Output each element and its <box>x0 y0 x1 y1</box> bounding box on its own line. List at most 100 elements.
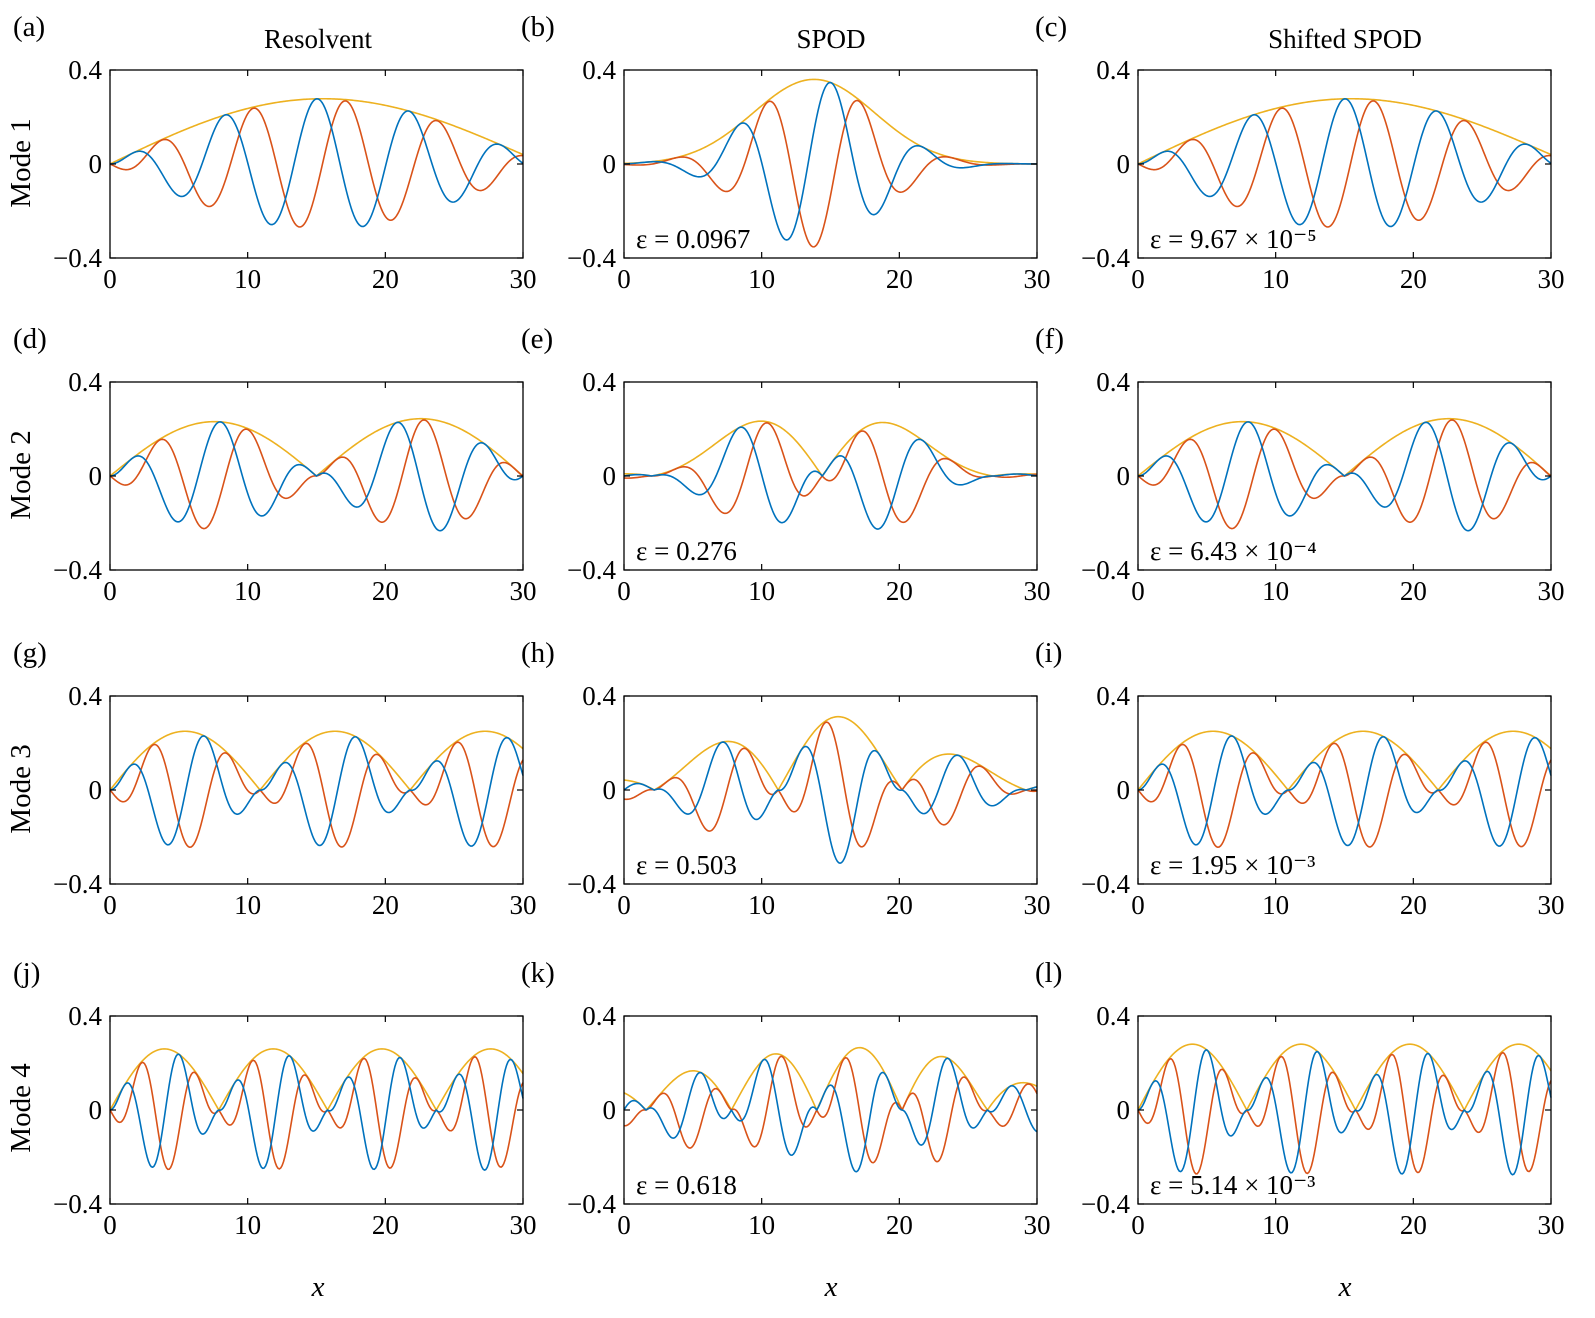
panel-label: (g) <box>13 637 47 669</box>
panel-label: (l) <box>1035 957 1062 989</box>
x-tick-label: 20 <box>1400 264 1427 294</box>
x-tick-label: 0 <box>103 576 117 606</box>
error-annotation: ε = 0.0967 <box>636 224 750 254</box>
y-tick-label: −0.4 <box>567 869 616 899</box>
y-tick-label: 0.4 <box>1096 55 1130 85</box>
series-imag <box>1137 100 1552 228</box>
x-tick-label: 0 <box>1131 264 1145 294</box>
panel-l: 0 10 20 300.40−0.4(l)ε = 5.14 × 10⁻³ <box>1035 957 1565 1240</box>
error-annotation: ε = 0.503 <box>636 850 737 880</box>
series-imag <box>109 1055 524 1171</box>
y-tick-label: 0 <box>89 149 103 179</box>
column-title-spod: SPOD <box>796 24 865 54</box>
y-tick-label: 0 <box>603 461 617 491</box>
y-tick-label: −0.4 <box>1081 1189 1130 1219</box>
series-imag <box>623 422 1038 524</box>
series-real <box>623 1057 1038 1173</box>
series-real <box>623 81 1038 241</box>
series-real <box>109 421 524 532</box>
series-real <box>623 426 1038 530</box>
series-imag <box>1137 1051 1552 1175</box>
y-tick-label: 0.4 <box>68 681 102 711</box>
x-tick-label: 20 <box>886 576 913 606</box>
y-tick-label: −0.4 <box>53 243 102 273</box>
y-tick-label: 0 <box>603 1095 617 1125</box>
x-tick-label: 10 <box>234 890 261 920</box>
x-tick-label: 30 <box>1538 576 1565 606</box>
series-magnitude <box>1137 417 1552 477</box>
y-tick-label: −0.4 <box>1081 869 1130 899</box>
error-annotation: ε = 0.618 <box>636 1170 737 1200</box>
x-tick-label: 0 <box>1131 576 1145 606</box>
x-tick-label: 10 <box>748 264 775 294</box>
series-magnitude <box>1137 97 1552 165</box>
series-imag <box>1137 741 1552 849</box>
series-magnitude <box>1137 730 1552 791</box>
panel-label: (b) <box>521 11 555 43</box>
row-label-mode-4: Mode 4 <box>5 1063 37 1153</box>
x-tick-label: 10 <box>1262 1210 1289 1240</box>
panel-c: 0 10 20 300.40−0.4(c)ε = 9.67 × 10⁻⁵ <box>1035 11 1565 294</box>
y-tick-label: −0.4 <box>567 1189 616 1219</box>
x-tick-label: 20 <box>372 1210 399 1240</box>
x-tick-label: 10 <box>234 1210 261 1240</box>
x-tick-label: 0 <box>103 264 117 294</box>
series-magnitude <box>109 417 524 477</box>
series-magnitude <box>109 97 524 165</box>
x-tick-label: 0 <box>617 1210 631 1240</box>
x-tick-label: 20 <box>1400 576 1427 606</box>
y-tick-label: 0 <box>1117 149 1131 179</box>
series-imag <box>1137 419 1552 530</box>
y-tick-label: 0.4 <box>1096 1001 1130 1031</box>
y-tick-label: 0 <box>89 1095 103 1125</box>
x-tick-label: 30 <box>1538 1210 1565 1240</box>
y-tick-label: 0 <box>1117 461 1131 491</box>
series-real <box>109 735 524 847</box>
series-real <box>109 1053 524 1171</box>
series-imag <box>109 100 524 228</box>
panel-label: (a) <box>13 11 45 43</box>
x-tick-label: 20 <box>372 890 399 920</box>
x-tick-label: 30 <box>510 576 537 606</box>
x-tick-label: 30 <box>510 264 537 294</box>
column-title-shifted-spod: Shifted SPOD <box>1268 24 1422 54</box>
x-tick-label: 10 <box>1262 576 1289 606</box>
x-tick-label: 10 <box>1262 890 1289 920</box>
panel-k: 0 10 20 300.40−0.4(k)ε = 0.618 <box>521 957 1051 1240</box>
panel-label: (j) <box>13 957 40 989</box>
y-tick-label: 0 <box>603 149 617 179</box>
series-imag <box>623 721 1038 848</box>
x-tick-label: 10 <box>234 264 261 294</box>
y-tick-label: 0 <box>1117 775 1131 805</box>
y-tick-label: −0.4 <box>567 243 616 273</box>
panel-label: (f) <box>1035 323 1064 355</box>
x-tick-label: 0 <box>1131 1210 1145 1240</box>
y-tick-label: 0.4 <box>582 681 616 711</box>
x-axis-label-col1: x <box>311 1271 325 1303</box>
y-tick-label: −0.4 <box>53 869 102 899</box>
column-title-resolvent: Resolvent <box>264 24 372 54</box>
row-label-mode-2: Mode 2 <box>5 430 37 519</box>
y-tick-label: 0.4 <box>582 1001 616 1031</box>
panel-d: 0 10 20 300.40−0.4(d) <box>13 323 537 606</box>
y-tick-label: 0.4 <box>1096 681 1130 711</box>
series-magnitude <box>623 420 1038 477</box>
series-magnitude <box>109 730 524 791</box>
series-real <box>1137 421 1552 532</box>
series-real <box>1137 1049 1552 1176</box>
x-tick-label: 10 <box>748 890 775 920</box>
series-imag <box>109 741 524 849</box>
x-tick-label: 30 <box>510 1210 537 1240</box>
series-magnitude <box>623 715 1038 791</box>
y-tick-label: 0.4 <box>68 55 102 85</box>
y-tick-label: −0.4 <box>567 555 616 585</box>
y-tick-label: 0 <box>1117 1095 1131 1125</box>
x-tick-label: 0 <box>1131 890 1145 920</box>
series-real <box>109 98 524 228</box>
y-tick-label: 0.4 <box>582 367 616 397</box>
x-axis-label-col2: x <box>824 1271 838 1303</box>
x-tick-label: 30 <box>1024 1210 1051 1240</box>
x-tick-label: 20 <box>1400 1210 1427 1240</box>
x-tick-label: 0 <box>103 890 117 920</box>
